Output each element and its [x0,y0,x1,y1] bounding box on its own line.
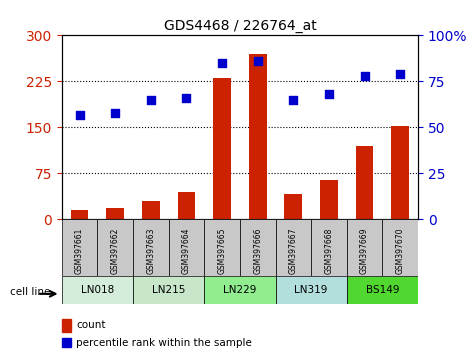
Point [325,91,332,97]
Point [396,71,404,77]
Bar [391,126,409,219]
Bar [106,209,124,219]
Bar [97,219,133,276]
Bar [249,54,266,219]
Bar [240,219,276,276]
Text: GSM397664: GSM397664 [182,228,191,274]
Bar [178,192,195,219]
Text: percentile rank within the sample: percentile rank within the sample [76,338,252,348]
Bar [62,319,71,332]
Text: GSM397665: GSM397665 [218,228,227,274]
Point [111,110,119,115]
Bar [71,210,88,219]
Text: LN229: LN229 [223,285,256,295]
Bar [285,194,302,219]
Text: GSM397669: GSM397669 [360,228,369,274]
Text: LN319: LN319 [294,285,328,295]
Bar [347,219,382,276]
Point [218,60,226,66]
Text: LN215: LN215 [152,285,185,295]
Text: GSM397663: GSM397663 [146,228,155,274]
Text: cell line: cell line [10,287,50,297]
Bar [356,146,373,219]
Point [289,97,297,103]
Bar [62,338,71,347]
Point [254,58,261,64]
Bar [204,276,276,304]
Bar [276,219,311,276]
Point [147,97,155,103]
Text: BS149: BS149 [366,285,399,295]
Bar [320,179,338,219]
Bar [382,219,418,276]
Bar [142,201,160,219]
Bar [133,219,169,276]
Text: GSM397666: GSM397666 [253,228,262,274]
Text: GSM397668: GSM397668 [324,228,333,274]
Text: GSM397662: GSM397662 [111,228,120,274]
Text: GSM397661: GSM397661 [75,228,84,274]
Bar [62,276,133,304]
Text: LN018: LN018 [81,285,114,295]
Text: GSM397667: GSM397667 [289,228,298,274]
Text: GSM397670: GSM397670 [396,228,405,274]
Text: count: count [76,320,105,330]
Bar [347,276,418,304]
Bar [311,219,347,276]
Bar [213,78,231,219]
Title: GDS4468 / 226764_at: GDS4468 / 226764_at [163,19,316,33]
Bar [169,219,204,276]
Bar [276,276,347,304]
Point [76,112,84,118]
Bar [133,276,204,304]
Bar [62,219,97,276]
Bar [204,219,240,276]
Point [361,73,369,79]
Point [182,95,190,101]
